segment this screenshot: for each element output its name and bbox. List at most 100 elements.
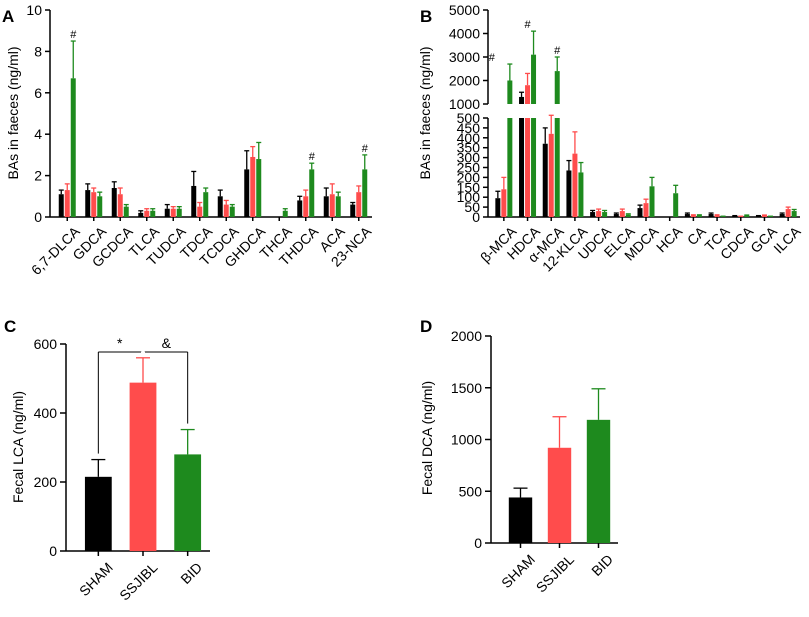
a-bar-bid: [70, 78, 76, 217]
panel-c-plot: 0 200 400 600 SHAM SSJIBL BID * &: [34, 335, 210, 604]
b-bar-ssjibl: [548, 133, 554, 217]
b-y-tick-label: 400: [457, 130, 481, 146]
b-bar-ssjibl: [761, 215, 767, 217]
b-y-tick-label: 1000: [449, 96, 480, 112]
c-significance-mark: *: [117, 335, 123, 351]
a-bar-ssjibl: [117, 194, 123, 217]
a-bar-sham: [217, 196, 223, 217]
b-bar-ssjibl: [596, 211, 602, 217]
panel-a-letter: A: [2, 7, 14, 26]
panel-c-y-axis-label: Fecal LCA (ng/ml): [10, 391, 26, 503]
b-bar-sham: [755, 216, 761, 217]
a-bar-sham: [297, 200, 303, 217]
b-y-tick-label: 200: [457, 169, 481, 185]
b-bar-bid-lower: [531, 118, 537, 217]
b-bar-bid-upper: [531, 54, 537, 104]
a-bar-ssjibl: [91, 192, 97, 217]
c-significance-mark: &: [162, 335, 172, 351]
b-y-tick-label: 150: [457, 179, 481, 195]
b-bar-sham: [779, 214, 785, 217]
b-bar-sham: [542, 143, 548, 217]
b-bar-sham: [708, 214, 714, 217]
b-x-tick-label: HCA: [653, 223, 686, 256]
b-y-tick-label: 300: [457, 150, 481, 166]
b-y-tick-label: 500: [457, 110, 481, 126]
a-bar-bid: [282, 210, 288, 217]
b-bar-ssjibl: [619, 211, 625, 217]
panel-b-letter: B: [420, 7, 432, 26]
a-bar-bid: [176, 208, 182, 217]
panel-a-plot: 02468106,7-DLCA#GDCAGCDCATLCATUDCATDCATC…: [26, 2, 374, 278]
b-y-tick-label: 250: [457, 160, 481, 176]
a-bar-sham: [164, 208, 170, 217]
b-bar-ssjibl-upper: [525, 85, 531, 104]
panel-a-y-axis-label: BAs in faeces (ng/ml): [5, 46, 21, 179]
b-bar-ssjibl: [785, 209, 791, 217]
b-bar-bid: [791, 211, 797, 217]
d-y-tick-label: 1500: [451, 380, 482, 396]
b-bar-sham: [732, 216, 738, 217]
a-bar-ssjibl: [356, 192, 362, 217]
a-bar-bid: [229, 206, 235, 217]
a-y-tick-label: 2: [34, 168, 42, 184]
b-bar-sham: [684, 214, 690, 217]
d-bar-sham: [508, 497, 533, 543]
a-bar-sham: [85, 190, 91, 217]
b-bar-bid-upper: [507, 80, 513, 104]
d-x-tick-label: BID: [588, 551, 616, 579]
b-bar-ssjibl: [643, 203, 649, 217]
a-bar-ssjibl: [170, 208, 176, 217]
b-bar-ssjibl-lower: [525, 118, 531, 217]
a-bar-sham: [244, 169, 250, 217]
b-bar-ssjibl: [690, 215, 696, 217]
d-x-tick-label: SSJIBL: [533, 551, 577, 595]
a-y-tick-label: 10: [26, 2, 42, 18]
a-bar-sham: [191, 185, 197, 217]
c-x-tick-label: BID: [177, 559, 205, 587]
b-bar-ssjibl: [572, 153, 578, 217]
a-bar-sham: [350, 204, 356, 217]
c-y-tick-label: 0: [49, 543, 57, 559]
c-bar-sham: [84, 476, 112, 551]
a-bar-ssjibl: [64, 190, 70, 217]
panel-c-letter: C: [4, 317, 16, 336]
a-bar-sham: [111, 188, 117, 217]
a-bar-bid: [309, 169, 315, 217]
a-bar-ssjibl: [223, 204, 229, 217]
a-bar-ssjibl: [144, 210, 150, 217]
b-bar-bid-lower: [507, 118, 513, 217]
a-bar-bid: [123, 206, 129, 217]
b-bar-bid-upper: [554, 71, 560, 104]
a-bar-ssjibl: [250, 156, 256, 217]
b-y-tick-label: 4000: [449, 26, 480, 42]
b-bar-sham: [637, 208, 643, 217]
d-bar-bid: [586, 419, 611, 543]
a-bar-bid: [256, 159, 262, 217]
b-bar-ssjibl: [501, 189, 507, 217]
b-y-tick-label: 350: [457, 140, 481, 156]
b-bar-bid: [625, 214, 631, 217]
a-bar-ssjibl: [197, 206, 203, 217]
a-y-tick-label: 4: [34, 126, 42, 142]
a-bar-ssjibl: [303, 196, 309, 217]
a-bar-bid: [203, 192, 209, 217]
panel-d: D Fecal DCA (ng/ml) 0 500 1000 1500 2000 SHAM…: [419, 317, 618, 596]
b-x-tick-label: ILCA: [770, 223, 804, 257]
panel-b-y-axis-label: BAs in faeces (ng/ml): [417, 46, 433, 179]
b-bar-sham-upper: [519, 96, 525, 104]
c-x-tick-label: SHAM: [76, 559, 116, 599]
panel-d-y-axis-label: Fecal DCA (ng/ml): [419, 381, 435, 495]
c-x-tick-label: SSJIBL: [116, 559, 160, 603]
b-y-tick-label: 2000: [449, 73, 480, 89]
b-bar-bid: [744, 215, 750, 217]
a-y-tick-label: 6: [34, 85, 42, 101]
b-bar-sham: [495, 198, 501, 217]
c-bar-ssjibl: [129, 382, 157, 551]
panel-c: C Fecal LCA (ng/ml) 0 200 400 600 SHAM SSJIBL…: [4, 317, 210, 604]
a-significance-mark: #: [309, 151, 316, 163]
b-bar-bid: [578, 172, 584, 217]
a-bar-bid: [335, 196, 341, 217]
b-y-tick-label: 450: [457, 120, 481, 136]
a-bar-bid: [362, 169, 368, 217]
